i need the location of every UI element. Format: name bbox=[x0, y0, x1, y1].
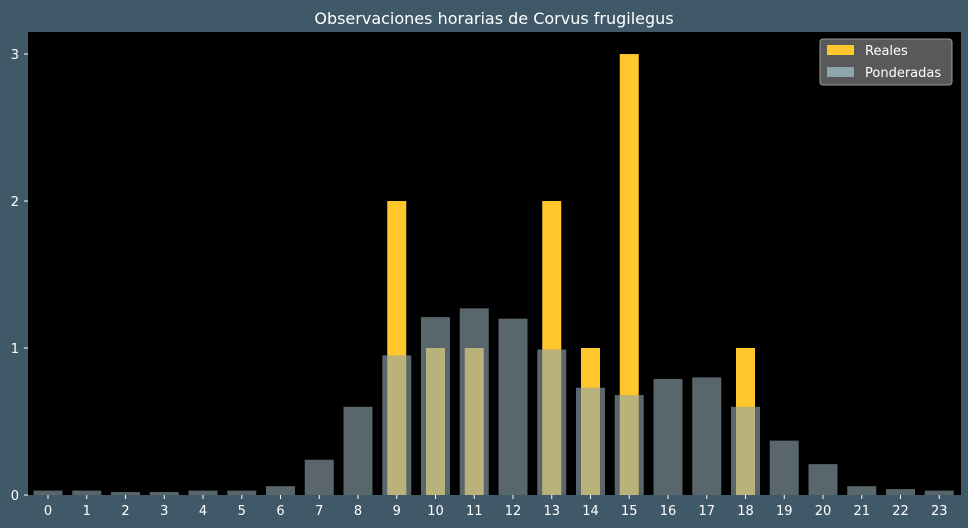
bar-ponderadas-15 bbox=[614, 395, 644, 495]
bar-ponderadas-13 bbox=[537, 349, 567, 495]
x-tick-label-21: 21 bbox=[853, 504, 870, 519]
x-tick-label-22: 22 bbox=[892, 504, 909, 519]
x-tick-label-12: 12 bbox=[505, 504, 522, 519]
x-tick-label-20: 20 bbox=[815, 504, 832, 519]
x-tick-label-2: 2 bbox=[121, 504, 129, 519]
x-tick-label-15: 15 bbox=[621, 504, 638, 519]
bar-ponderadas-14 bbox=[576, 387, 605, 495]
legend-label-reales: Reales bbox=[865, 44, 908, 59]
x-tick-label-4: 4 bbox=[199, 504, 207, 519]
bar-ponderadas-1 bbox=[72, 490, 102, 495]
bar-ponderadas-7 bbox=[304, 459, 334, 495]
x-tick-label-19: 19 bbox=[776, 504, 793, 519]
y-tick-label-3: 3 bbox=[11, 48, 19, 63]
x-tick-label-17: 17 bbox=[698, 504, 715, 519]
x-tick-label-13: 13 bbox=[543, 504, 560, 519]
y-tick-label-2: 2 bbox=[11, 195, 19, 210]
x-tick-label-6: 6 bbox=[276, 504, 284, 519]
x-tick-label-1: 1 bbox=[83, 504, 91, 519]
y-tick-label-0: 0 bbox=[11, 489, 19, 504]
bar-reales-15 bbox=[619, 54, 639, 496]
x-tick-label-14: 14 bbox=[582, 504, 599, 519]
bar-ponderadas-2 bbox=[111, 492, 140, 495]
plot-area bbox=[28, 32, 961, 495]
bar-ponderadas-0 bbox=[33, 490, 63, 495]
bar-ponderadas-3 bbox=[149, 492, 179, 495]
bar-ponderadas-11 bbox=[459, 308, 489, 495]
chart-title: Observaciones horarias de Corvus frugile… bbox=[314, 9, 673, 28]
series-ponderadas bbox=[33, 308, 954, 495]
x-tick-label-16: 16 bbox=[660, 504, 677, 519]
bar-ponderadas-19 bbox=[769, 440, 799, 495]
bar-ponderadas-16 bbox=[653, 378, 683, 495]
x-tick-label-23: 23 bbox=[931, 504, 948, 519]
legend-label-ponderadas: Ponderadas bbox=[865, 66, 941, 81]
x-tick-label-10: 10 bbox=[427, 504, 444, 519]
bar-ponderadas-12 bbox=[498, 318, 528, 495]
x-tick-label-8: 8 bbox=[354, 504, 362, 519]
bar-ponderadas-5 bbox=[227, 490, 257, 495]
legend-swatch-ponderadas bbox=[827, 67, 854, 77]
bar-ponderadas-6 bbox=[266, 486, 295, 495]
x-tick-label-5: 5 bbox=[238, 504, 246, 519]
x-axis: 0 1 2 3 4 5 6 7 8 9 10 11 12 13 14 15 16 17 18 19 20 21 22 23 bbox=[44, 495, 948, 519]
y-axis: 0 1 2 3 bbox=[11, 48, 28, 504]
bar-ponderadas-8 bbox=[343, 406, 373, 495]
bar-ponderadas-22 bbox=[886, 489, 915, 495]
x-tick-label-7: 7 bbox=[315, 504, 323, 519]
bar-ponderadas-23 bbox=[924, 490, 954, 495]
bar-ponderadas-9 bbox=[382, 355, 412, 495]
legend: Reales Ponderadas bbox=[819, 38, 953, 86]
x-tick-label-18: 18 bbox=[737, 504, 754, 519]
x-tick-label-3: 3 bbox=[160, 504, 168, 519]
bar-ponderadas-18 bbox=[731, 406, 760, 495]
bar-ponderadas-4 bbox=[188, 490, 218, 495]
y-tick-label-1: 1 bbox=[11, 342, 19, 357]
bar-ponderadas-10 bbox=[421, 317, 450, 495]
x-tick-label-11: 11 bbox=[466, 504, 483, 519]
bar-ponderadas-21 bbox=[847, 486, 877, 495]
legend-swatch-reales bbox=[827, 45, 854, 55]
bar-ponderadas-20 bbox=[808, 464, 838, 495]
bar-ponderadas-17 bbox=[692, 377, 722, 495]
x-tick-label-0: 0 bbox=[44, 504, 52, 519]
x-tick-label-9: 9 bbox=[393, 504, 401, 519]
